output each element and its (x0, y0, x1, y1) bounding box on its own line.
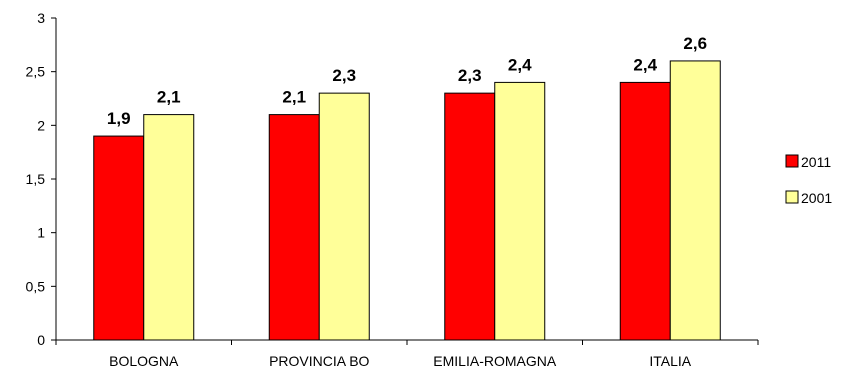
bars (93, 60, 721, 341)
y-tick-label: 2 (37, 117, 45, 133)
category-label: ITALIA (649, 353, 691, 369)
legend: 2011 2001 (785, 154, 832, 206)
bar-2011-2 (444, 92, 496, 341)
data-label: 2,4 (508, 55, 532, 74)
y-axis: 0 0,5 1 1,5 2 2,5 3 (26, 10, 57, 348)
y-tick-label: 0 (37, 332, 45, 348)
data-label: 2,3 (332, 66, 356, 85)
data-label: 2,4 (633, 55, 657, 74)
bar-2011-1 (268, 114, 320, 341)
category-label: EMILIA-ROMAGNA (433, 353, 557, 369)
y-tick-label: 1,5 (26, 171, 46, 187)
data-label: 2,1 (282, 88, 306, 107)
bar-2001-2 (494, 81, 546, 341)
data-label: 2,6 (683, 34, 707, 53)
category-label: PROVINCIA BO (269, 353, 369, 369)
bar-2001-0 (143, 114, 195, 341)
category-label: BOLOGNA (109, 353, 179, 369)
legend-label: 2001 (801, 190, 832, 206)
data-label: 2,3 (458, 66, 482, 85)
bar-2001-3 (669, 60, 721, 341)
bar-2001-1 (318, 92, 370, 341)
y-tick-label: 3 (37, 10, 45, 26)
y-tick-label: 2,5 (26, 64, 46, 80)
legend-swatch-2001 (785, 190, 799, 204)
x-axis: BOLOGNA PROVINCIA BO EMILIA-ROMAGNA ITALIA (55, 339, 759, 369)
bar-2011-0 (93, 135, 145, 341)
data-label: 1,9 (107, 109, 131, 128)
legend-swatch-2011 (785, 154, 799, 168)
data-label: 2,1 (157, 88, 181, 107)
y-tick-label: 0,5 (26, 278, 46, 294)
y-tick-label: 1 (37, 225, 45, 241)
bar-2011-3 (619, 81, 671, 341)
data-labels: 1,9 2,1 2,1 2,3 2,3 2,4 2,4 2,6 (107, 34, 707, 128)
legend-label: 2011 (801, 154, 831, 170)
